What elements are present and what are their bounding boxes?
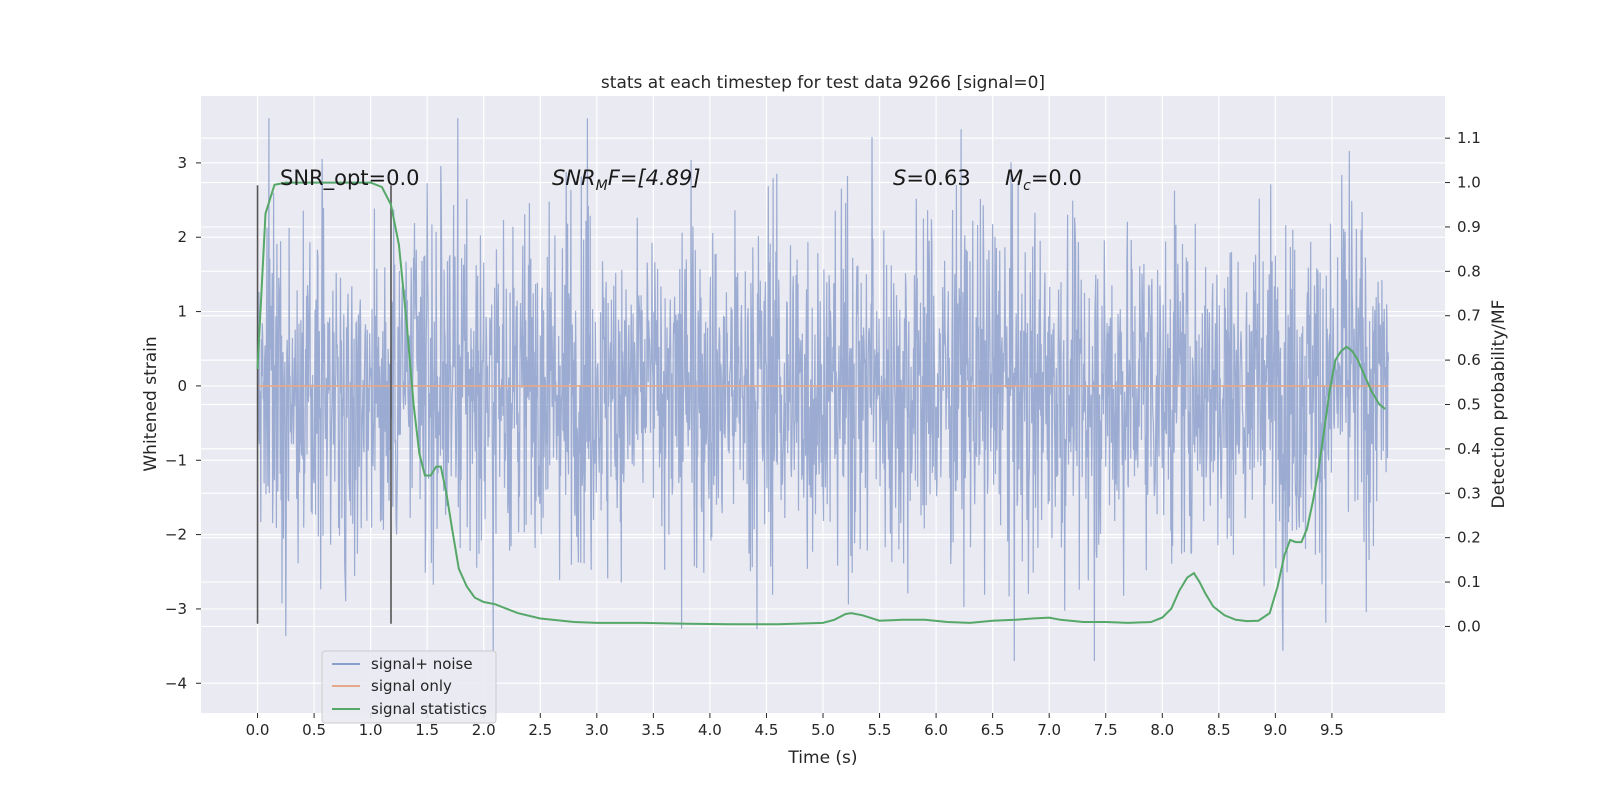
- x-tick-label: 8.5: [1207, 721, 1231, 739]
- legend-label-statistics: signal statistics: [371, 700, 487, 718]
- y2-tick-label: 0.9: [1457, 218, 1481, 236]
- x-axis-ticks: 0.0 0.5 1.0 1.5 2.0 2.5 3.0 3.5 4.0 4.5 5.0 5.5 6.0 6…: [246, 713, 1344, 739]
- annotations: SNR_opt=0.0 SNRMF=[4.89] S=0.63 Mc=0.0: [280, 166, 1082, 194]
- y-tick-label: 2: [177, 228, 187, 246]
- x-tick-label: 3.0: [585, 721, 609, 739]
- y2-tick-label: 0.5: [1457, 396, 1481, 414]
- noise-series-line: [256, 118, 1390, 662]
- y-tick-label: 1: [177, 303, 187, 321]
- y-tick-label: −2: [165, 526, 187, 544]
- x-tick-label: 4.0: [698, 721, 722, 739]
- x-axis-label: Time (s): [787, 748, 857, 768]
- y-tick-label: 0: [177, 377, 187, 395]
- x-tick-label: 3.5: [641, 721, 665, 739]
- chart-title: stats at each timestep for test data 926…: [601, 73, 1045, 93]
- x-tick-label: 5.5: [868, 721, 892, 739]
- y2-tick-label: 1.0: [1457, 174, 1481, 192]
- y2-axis-label: Detection probability/MF: [1489, 300, 1509, 509]
- legend-box: [321, 650, 497, 724]
- annotation-snr-opt: SNR_opt=0.0: [280, 166, 420, 191]
- x-tick-label: 1.5: [415, 721, 439, 739]
- y2-tick-label: 0.8: [1457, 262, 1481, 280]
- y2-tick-label: 0.0: [1457, 617, 1481, 635]
- y2-tick-label: 0.6: [1457, 351, 1481, 369]
- legend: signal+ noise signal only signal statist…: [321, 650, 497, 724]
- y-axis-ticks: 3 2 1 0 −1 −2 −3 −4: [165, 154, 201, 692]
- annotation-mc: Mc=0.0: [1005, 166, 1082, 194]
- x-tick-label: 9.5: [1320, 721, 1344, 739]
- x-tick-label: 9.0: [1263, 721, 1287, 739]
- annotation-snr-mf: SNRMF=[4.89]: [552, 166, 701, 194]
- x-tick-label: 4.5: [755, 721, 779, 739]
- y2-tick-label: 0.4: [1457, 440, 1481, 458]
- y-axis-label: Whitened strain: [141, 336, 161, 471]
- y-tick-label: 3: [177, 154, 187, 172]
- x-tick-label: 2.5: [528, 721, 552, 739]
- y2-tick-label: 0.3: [1457, 484, 1481, 502]
- annotation-s: S=0.63: [893, 166, 971, 190]
- x-tick-label: 0.5: [302, 721, 326, 739]
- x-tick-label: 8.0: [1150, 721, 1174, 739]
- y-tick-label: −3: [165, 600, 187, 618]
- y2-tick-label: 0.1: [1457, 573, 1481, 591]
- x-tick-label: 7.5: [1094, 721, 1118, 739]
- x-tick-label: 6.5: [981, 721, 1005, 739]
- signal-statistics-line: [256, 181, 1386, 626]
- y2-tick-label: 0.7: [1457, 307, 1481, 325]
- y2-axis-ticks: 1.1 1.0 0.9 0.8 0.7 0.6 0.5 0.4 0.3 0.2 0.1 0.0: [1445, 129, 1481, 635]
- x-tick-label: 1.0: [359, 721, 383, 739]
- y-tick-label: −4: [165, 674, 187, 692]
- x-tick-label: 0.0: [246, 721, 270, 739]
- y2-tick-label: 1.1: [1457, 129, 1481, 147]
- legend-label-noise: signal+ noise: [371, 655, 473, 673]
- legend-label-signal: signal only: [371, 677, 452, 695]
- x-tick-label: 5.0: [811, 721, 835, 739]
- y-tick-label: −1: [165, 451, 187, 469]
- y2-tick-label: 0.2: [1457, 529, 1481, 547]
- x-tick-label: 6.0: [924, 721, 948, 739]
- x-tick-label: 7.0: [1037, 721, 1061, 739]
- x-tick-label: 2.0: [472, 721, 496, 739]
